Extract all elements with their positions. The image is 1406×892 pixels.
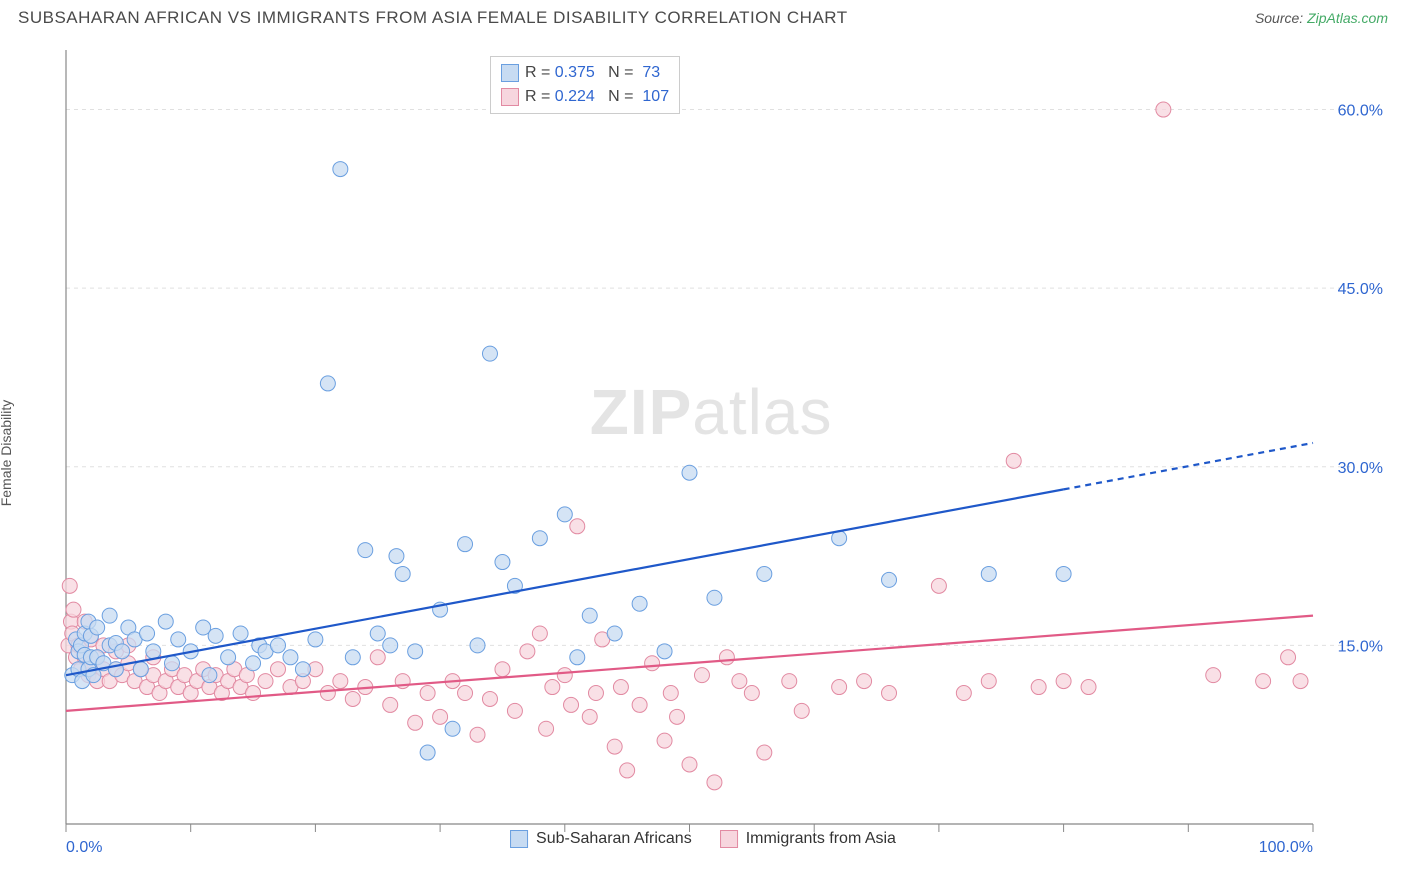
- chart-title: SUBSAHARAN AFRICAN VS IMMIGRANTS FROM AS…: [18, 8, 848, 28]
- chart-area: Female Disability 15.0%30.0%45.0%60.0%0.…: [18, 38, 1388, 868]
- series-legend: Sub-Saharan Africans Immigrants from Asia: [510, 830, 896, 848]
- scatter-plot: 15.0% 30.0% 45.0% 60.0% 0.0% 100.0%: [18, 38, 1388, 868]
- svg-text:0.0%: 0.0%: [66, 839, 102, 856]
- legend-stats-pink: R = 0.224 N = 107: [525, 85, 669, 109]
- legend-stats-blue: R = 0.375 N = 73: [525, 61, 660, 85]
- svg-text:15.0%: 15.0%: [1338, 638, 1383, 655]
- legend-row-blue: R = 0.375 N = 73: [501, 61, 669, 85]
- source-link[interactable]: ZipAtlas.com: [1307, 10, 1388, 26]
- series-label-pink: Immigrants from Asia: [746, 830, 896, 848]
- series-legend-item-blue: Sub-Saharan Africans: [510, 830, 692, 848]
- series-swatch-blue: [510, 830, 528, 848]
- header: SUBSAHARAN AFRICAN VS IMMIGRANTS FROM AS…: [0, 0, 1406, 32]
- series-swatch-pink: [720, 830, 738, 848]
- correlation-legend: R = 0.375 N = 73R = 0.224 N = 107: [490, 56, 680, 114]
- svg-text:30.0%: 30.0%: [1338, 460, 1383, 477]
- source-label: Source: ZipAtlas.com: [1255, 10, 1388, 26]
- y-axis-label: Female Disability: [0, 400, 14, 507]
- svg-text:100.0%: 100.0%: [1259, 839, 1313, 856]
- source-prefix: Source:: [1255, 10, 1307, 26]
- legend-row-pink: R = 0.224 N = 107: [501, 85, 669, 109]
- series-label-blue: Sub-Saharan Africans: [536, 830, 692, 848]
- svg-text:60.0%: 60.0%: [1338, 103, 1383, 120]
- legend-swatch-pink: [501, 88, 519, 106]
- legend-swatch-blue: [501, 64, 519, 82]
- series-legend-item-pink: Immigrants from Asia: [720, 830, 896, 848]
- svg-text:45.0%: 45.0%: [1338, 281, 1383, 298]
